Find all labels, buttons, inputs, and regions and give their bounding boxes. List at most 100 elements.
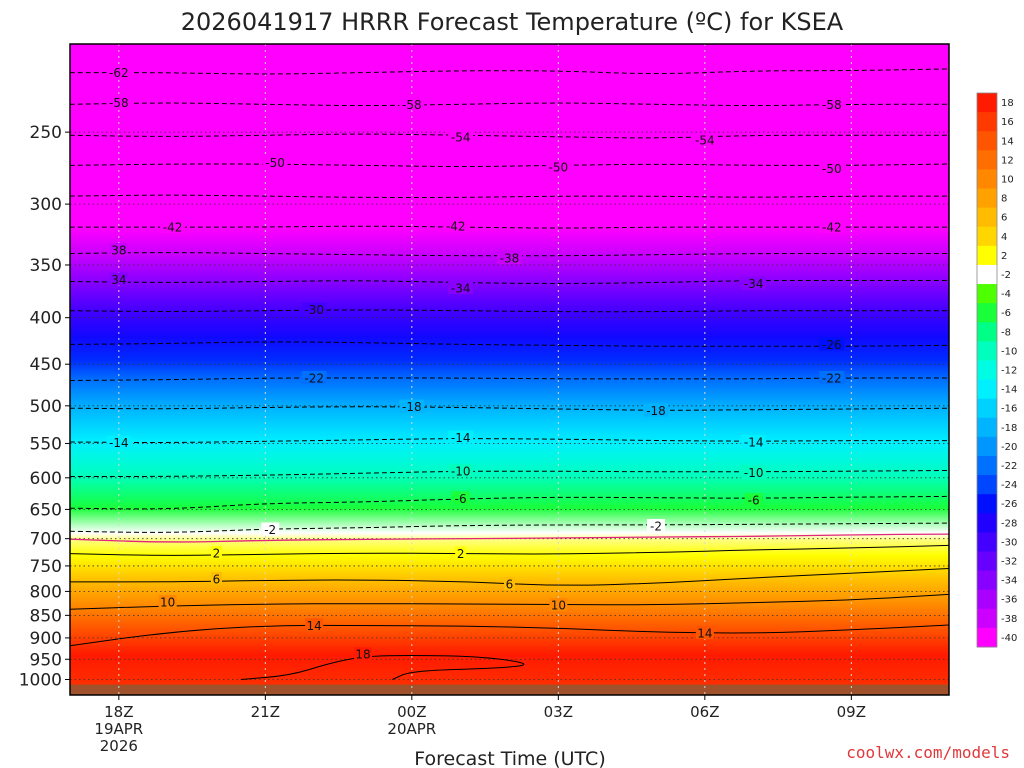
contour-label-text: 2 (213, 547, 221, 561)
isotherm--10 (69, 470, 950, 478)
contour-label: -38 (497, 251, 522, 266)
contour-label-bg (261, 522, 280, 536)
colorbar-label: 18 (1001, 98, 1014, 109)
colorbar-swatch (977, 360, 997, 381)
contour-label: -10 (741, 465, 767, 480)
contour-label-bg (301, 371, 327, 385)
colorbar-label: 2 (1001, 251, 1007, 262)
contour-label: -34 (741, 276, 767, 291)
contour-label-bg (448, 464, 474, 478)
plot-frame (69, 43, 950, 696)
x-tick-label: 19APR (94, 720, 143, 738)
colorbar-swatch (977, 513, 997, 533)
contour-label: 38 (109, 243, 128, 258)
colorbar-swatch (977, 131, 997, 151)
colorbar-swatch (977, 398, 997, 419)
y-tick-label: 600 (30, 469, 62, 489)
contour-label-text: -30 (304, 303, 324, 317)
contour-label: -2 (647, 519, 665, 534)
contour-label: -30 (301, 302, 327, 317)
isotherm--6 (69, 495, 950, 510)
isotherm--46 (69, 194, 949, 199)
contour-label: -22 (301, 371, 327, 386)
isotherm-14 (69, 624, 950, 647)
contour-label-bg (443, 218, 469, 232)
contour-label-bg (455, 546, 467, 560)
colorbar-label: -16 (1001, 404, 1017, 415)
colorbar-label: -40 (1001, 633, 1017, 644)
colorbar-label: -18 (1001, 423, 1017, 434)
colorbar-label: 14 (1001, 136, 1014, 147)
contour-label-text: 10 (551, 598, 566, 612)
contour-label-text: 14 (307, 619, 322, 633)
y-tick-label: 450 (30, 355, 62, 375)
contour-label-bg (262, 155, 288, 169)
contour-label-text: -62 (109, 66, 129, 80)
ground-below-surface (70, 684, 949, 695)
contour-label-bg (643, 403, 669, 417)
contour-label-bg (109, 243, 128, 257)
contour-label-text: -18 (646, 404, 666, 418)
colorbar-label: -14 (1001, 385, 1017, 396)
contour-label-bg (448, 280, 474, 294)
contour-label-text: -50 (822, 162, 842, 176)
colorbar-swatch (977, 436, 997, 457)
contour-label-text: -54 (451, 130, 471, 144)
contour-label-bg (692, 132, 718, 146)
colorbar-swatch (977, 570, 997, 591)
y-tick-label: 650 (30, 500, 62, 520)
x-tick-label: 21Z (251, 703, 280, 721)
contour-label-bg (504, 576, 515, 590)
colorbar-legend: 18 16 14 12 10 8 6 4 2 -2 -4 -6 -8 -10 -12 -14 -16 -18 -20… (976, 92, 1017, 648)
contour-label: 6 (211, 571, 222, 586)
y-tick-label: 1000 (19, 671, 62, 691)
contour-label-text: -22 (304, 372, 324, 386)
colorbar-label: 6 (1001, 213, 1007, 224)
contour-label-bg (819, 97, 845, 111)
isotherm--42 (70, 225, 949, 229)
isotherm-10 (69, 593, 950, 610)
contour-label-text: 34 (111, 273, 126, 287)
isotherm--58 (69, 102, 949, 107)
contour-label: -54 (692, 132, 718, 147)
contour-label: 2 (211, 546, 222, 561)
contour-label: -6 (744, 493, 763, 508)
contour-label: -22 (819, 371, 845, 386)
isotherm--54 (69, 133, 949, 139)
y-tick-label: 300 (30, 195, 62, 215)
contour-labels: -62-58 -58 -58-54 -54-50 -50 -50-42 -42 -4238-3… (106, 65, 845, 662)
colorbar-swatch (977, 322, 997, 342)
contour-label-text: -58 (822, 98, 842, 112)
contour-label: 14 (305, 618, 324, 633)
colorbar-swatch (977, 303, 997, 323)
contour-label-bg (741, 276, 767, 290)
colorbar-label: -26 (1001, 499, 1017, 510)
contour-label-bg (305, 618, 324, 632)
x-tick-label: 2026 (100, 737, 138, 755)
contour-label-text: -22 (822, 372, 842, 386)
contour-label: -58 (399, 97, 425, 112)
contour-label-bg (819, 371, 845, 385)
source-credit[interactable]: coolwx.com/models (846, 743, 1010, 762)
isotherm--14 (69, 438, 949, 443)
colorbar-label: -34 (1001, 576, 1017, 587)
y-tick-label: 750 (30, 557, 62, 577)
contour-label-text: -58 (109, 96, 129, 110)
colorbar-label: 10 (1001, 174, 1014, 185)
contour-label: -14 (106, 435, 132, 450)
contour-label-text: -14 (744, 436, 764, 450)
x-tick-label: 09Z (837, 703, 866, 721)
contour-label-bg (741, 465, 767, 479)
contour-label-text: -6 (455, 492, 467, 506)
colorbar-swatch (977, 207, 997, 228)
contour-label: -50 (262, 155, 288, 170)
colorbar-label: -32 (1001, 557, 1017, 568)
contour-label-bg (647, 519, 665, 533)
contour-label: -62 (106, 65, 132, 80)
contour-label-text: 6 (506, 577, 514, 591)
contour-label-text: 18 (355, 648, 370, 662)
colorbar-swatch (977, 264, 997, 285)
contour-label-bg (448, 129, 474, 143)
isotherm--18 (69, 406, 950, 411)
contour-label: -42 (819, 220, 845, 235)
